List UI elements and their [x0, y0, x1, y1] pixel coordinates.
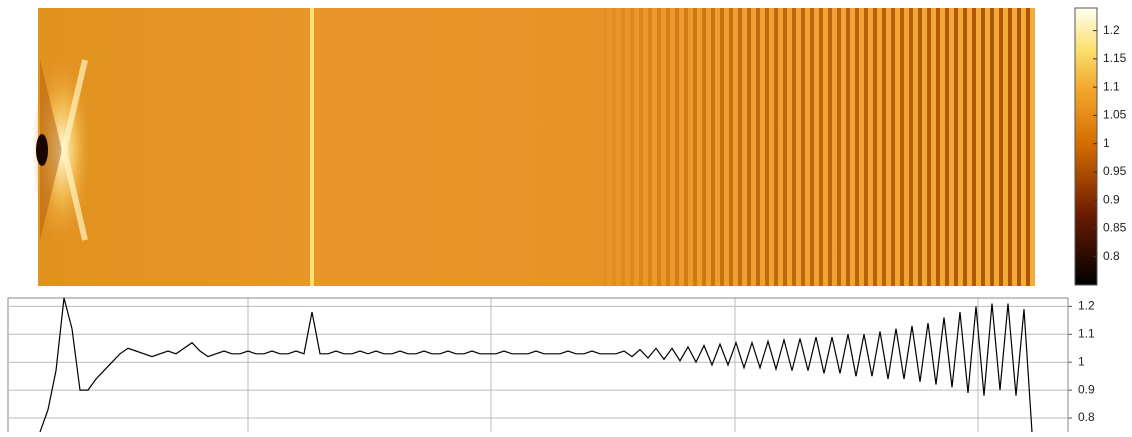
y-tick-label: 1.1 [1078, 326, 1095, 340]
colorbar-tick-label: 1.05 [1103, 108, 1127, 122]
colorbar-tick-label: 1.1 [1103, 79, 1120, 93]
heatmap-image [32, 8, 1035, 286]
colorbar-tick-label: 0.9 [1103, 192, 1120, 206]
y-tick-label: 1 [1078, 354, 1085, 368]
colorbar-tick-label: 1.15 [1103, 51, 1127, 65]
plot-frame [7, 297, 1069, 437]
y-tick-label: 0.9 [1078, 382, 1095, 396]
colorbar-tick-label: 0.8 [1103, 249, 1120, 263]
colorbar-tick-label: 0.95 [1103, 164, 1127, 178]
colorbar-tick-label: 0.85 [1103, 221, 1127, 235]
data-line [39, 297, 1033, 433]
colorbar-tick-label: 1 [1103, 136, 1110, 150]
colorbar [1074, 7, 1098, 286]
colorbar-tick-label: 1.2 [1103, 23, 1120, 37]
y-tick-label: 0.8 [1078, 410, 1095, 424]
y-tick-label: 1.2 [1078, 299, 1095, 313]
